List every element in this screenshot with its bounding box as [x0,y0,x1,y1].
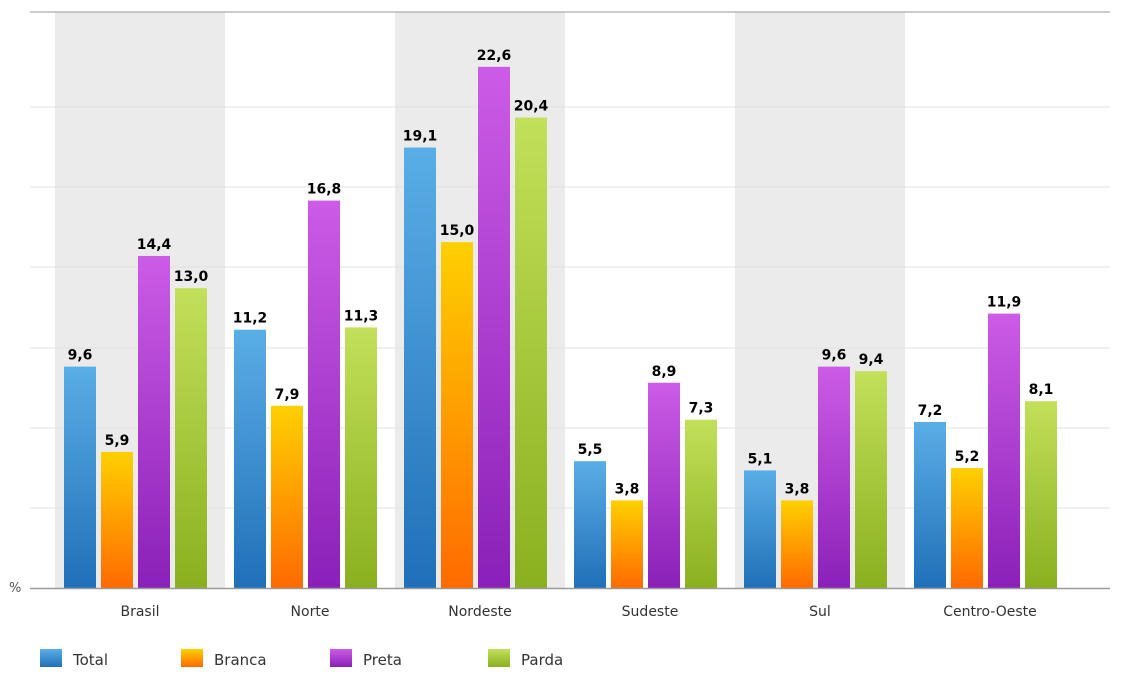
legend-swatch-parda [488,649,510,667]
value-label-sudeste-parda: 7,3 [689,401,714,417]
value-label-sudeste-total: 5,5 [578,442,603,458]
legend: Total Branca Preta Parda [40,649,563,669]
value-label-centro-oeste-preta: 11,9 [987,295,1022,311]
bars [64,66,1057,589]
value-label-brasil-preta: 14,4 [137,237,172,253]
bar-norte-preta [308,200,340,589]
bar-sul-preta [818,366,850,588]
value-label-sudeste-preta: 8,9 [652,364,677,380]
bar-sudeste-total [574,461,606,588]
bar-brasil-branca [101,451,133,588]
bar-sudeste-preta [648,382,680,588]
value-label-norte-parda: 11,3 [344,308,379,324]
y-axis-label: % [9,581,21,596]
bar-centro-oeste-branca [951,468,983,588]
bar-nordeste-preta [478,66,510,589]
bar-sul-total [744,470,776,588]
value-label-nordeste-branca: 15,0 [440,223,475,239]
bar-brasil-parda [175,288,207,588]
bar-norte-total [234,329,266,588]
legend-label-branca: Branca [214,651,267,669]
legend-label-total: Total [72,651,108,669]
value-label-sul-preta: 9,6 [822,348,847,364]
value-label-norte-total: 11,2 [233,311,268,327]
bar-norte-branca [271,405,303,588]
bar-sul-branca [781,500,813,588]
bar-sul-parda [855,371,887,588]
value-label-centro-oeste-total: 7,2 [918,403,943,419]
value-label-sul-branca: 3,8 [785,481,810,497]
bar-nordeste-parda [515,117,547,589]
bar-centro-oeste-total [914,421,946,588]
bar-nordeste-total [404,147,436,588]
value-label-nordeste-total: 19,1 [403,129,438,145]
legend-swatch-branca [181,649,203,667]
value-label-sudeste-branca: 3,8 [615,481,640,497]
category-label-centro-oeste: Centro-Oeste [943,604,1037,620]
category-labels: Brasil Norte Nordeste Sudeste Sul Centro-Oest… [120,604,1036,620]
bar-sudeste-parda [685,419,717,588]
category-label-norte: Norte [291,604,330,620]
bar-brasil-preta [138,255,170,588]
value-label-norte-branca: 7,9 [275,387,300,403]
category-label-nordeste: Nordeste [448,604,511,620]
value-label-nordeste-parda: 20,4 [514,99,549,115]
value-labels: 9,6 5,9 14,413,0 11,2 7,9 16,8 11,3 19,1 15,0 22,… [68,48,1054,498]
value-label-brasil-parda: 13,0 [174,269,209,285]
value-label-brasil-branca: 5,9 [105,433,130,449]
category-label-brasil: Brasil [120,604,159,620]
value-label-sul-parda: 9,4 [859,352,884,368]
category-label-sudeste: Sudeste [622,604,679,620]
category-label-sul: Sul [809,604,831,620]
value-label-centro-oeste-parda: 8,1 [1029,382,1054,398]
legend-label-preta: Preta [363,651,402,669]
bar-brasil-total [64,366,96,588]
legend-swatch-total [40,649,62,667]
bar-sudeste-branca [611,500,643,588]
bar-nordeste-branca [441,242,473,588]
value-label-sul-total: 5,1 [748,451,773,467]
legend-label-parda: Parda [521,651,563,669]
value-label-nordeste-preta: 22,6 [477,48,512,64]
bar-centro-oeste-parda [1025,401,1057,588]
legend-swatch-preta [330,649,352,667]
value-label-brasil-total: 9,6 [68,348,93,364]
value-label-centro-oeste-branca: 5,2 [955,449,980,465]
bar-centro-oeste-preta [988,313,1020,588]
bar-norte-parda [345,327,377,588]
value-label-norte-preta: 16,8 [307,182,342,198]
